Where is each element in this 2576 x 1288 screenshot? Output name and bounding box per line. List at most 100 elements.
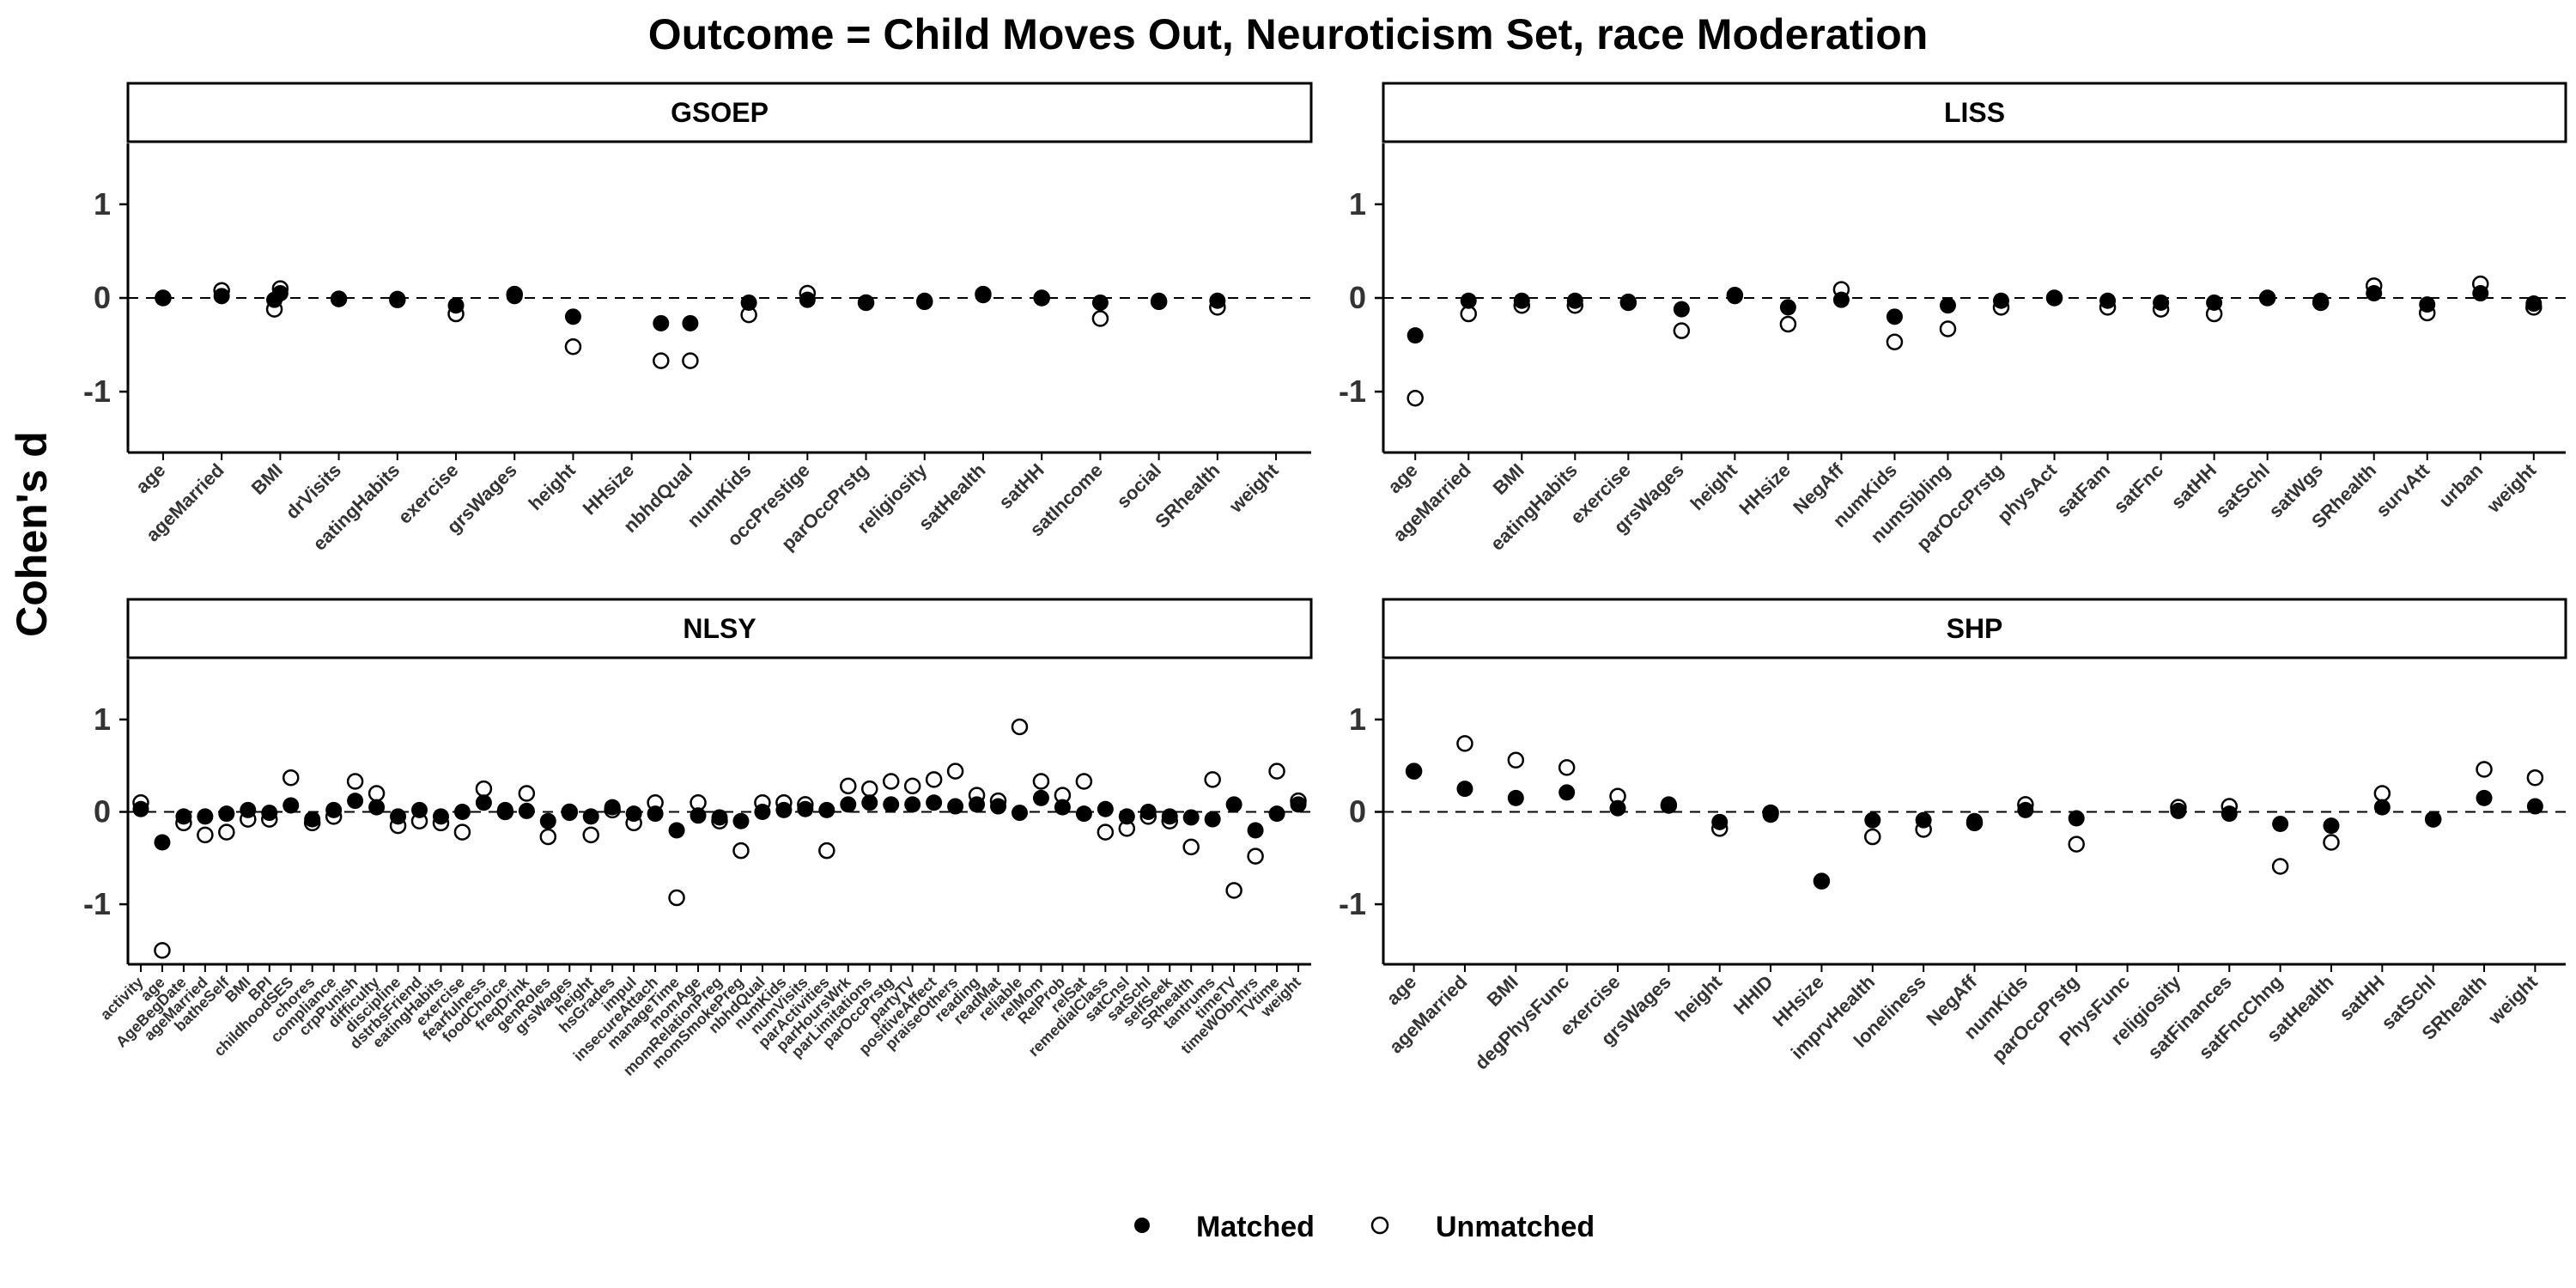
point-unmatched-remedialclass bbox=[1097, 823, 1115, 841]
point-unmatched-degphysfunc bbox=[1558, 759, 1576, 776]
point-matched-degphysfunc bbox=[1558, 784, 1576, 801]
point-unmatched-weight bbox=[2526, 769, 2544, 787]
point-matched-height bbox=[582, 808, 599, 825]
point-unmatched-momsmokepreg bbox=[732, 841, 750, 860]
point-matched-genroles bbox=[539, 812, 556, 829]
point-unmatched-parhourswrk bbox=[840, 777, 857, 795]
point-unmatched-difficulty bbox=[368, 785, 386, 802]
point-matched-religiosity bbox=[2170, 802, 2187, 819]
point-matched-grswages bbox=[1673, 301, 1690, 318]
facet-strip bbox=[1382, 598, 2567, 659]
y-tick-label: -1 bbox=[83, 374, 111, 409]
point-matched-satschl bbox=[1139, 804, 1157, 820]
x-tick-label-height: height bbox=[1686, 459, 1742, 514]
x-tick-label-bmi: BMI bbox=[1483, 971, 1522, 1011]
point-matched-impul bbox=[625, 805, 642, 823]
point-unmatched-age bbox=[1406, 389, 1424, 407]
y-tick-label: 0 bbox=[1349, 794, 1366, 829]
x-tick-label-weight: weight bbox=[2483, 970, 2542, 1029]
point-matched-paroccprstg bbox=[858, 294, 875, 311]
y-tick-label: 0 bbox=[94, 280, 111, 315]
point-matched-srhealth bbox=[2366, 285, 2383, 302]
point-matched-numkids bbox=[2017, 801, 2034, 818]
point-matched-sathealth bbox=[975, 287, 992, 304]
point-unmatched-agemarried bbox=[1456, 735, 1473, 752]
point-matched-numkids bbox=[1886, 308, 1903, 325]
point-matched-agemarried bbox=[1460, 292, 1477, 309]
point-matched-batheself bbox=[218, 805, 235, 823]
x-tick-label-urban: urban bbox=[2434, 459, 2487, 512]
point-unmatched-managetime bbox=[668, 889, 685, 907]
point-matched-imprvhealth bbox=[1864, 811, 1881, 829]
facet-strip bbox=[126, 82, 1313, 143]
point-matched-sathh bbox=[2373, 799, 2391, 816]
point-unmatched-satincome bbox=[1091, 310, 1109, 327]
facet-strip bbox=[126, 598, 1313, 659]
point-matched-satfinances bbox=[2221, 805, 2238, 823]
point-matched-sathealth bbox=[2323, 817, 2340, 835]
x-tick-label-bmi: BMI bbox=[1489, 459, 1528, 499]
point-matched-negaff bbox=[1832, 291, 1850, 308]
point-matched-parhourswrk bbox=[840, 796, 857, 813]
point-matched-numsibling bbox=[1939, 297, 1956, 314]
x-tick-label-age: age bbox=[131, 459, 169, 497]
point-matched-sathh bbox=[1033, 289, 1050, 307]
y-tick-label: 1 bbox=[94, 702, 111, 737]
x-tick-label-weight: weight bbox=[2482, 459, 2541, 517]
y-tick-label: -1 bbox=[83, 886, 111, 921]
point-matched-difficulty bbox=[368, 799, 386, 816]
point-matched-srhealth bbox=[1209, 292, 1226, 309]
x-tick-label-sathh: satHH bbox=[994, 459, 1048, 513]
point-matched-partytv bbox=[904, 796, 921, 813]
x-tick-label-hhsize: HHsize bbox=[579, 459, 639, 519]
point-matched-bmi bbox=[1513, 292, 1530, 309]
point-matched-satfnc bbox=[2153, 294, 2170, 311]
point-matched-crppunish bbox=[347, 793, 364, 810]
point-unmatched-age bbox=[154, 942, 171, 959]
y-tick-label: -1 bbox=[1339, 374, 1366, 409]
point-matched-nbhdqual bbox=[754, 804, 771, 820]
point-unmatched-imprvhealth bbox=[1864, 828, 1881, 846]
point-matched-bmi bbox=[271, 285, 289, 302]
point-unmatched-srhealth bbox=[2476, 761, 2493, 778]
point-matched-relprob bbox=[1054, 799, 1071, 816]
point-matched-urban bbox=[2472, 285, 2489, 302]
point-matched-momsmokepreg bbox=[732, 812, 750, 829]
point-matched-height bbox=[1726, 288, 1743, 305]
y-tick-label: -1 bbox=[1339, 886, 1366, 921]
chart-title: Outcome = Child Moves Out, Neuroticism S… bbox=[648, 10, 1929, 58]
point-unmatched-agemarried bbox=[197, 826, 214, 844]
point-matched-hhsize bbox=[1813, 872, 1830, 890]
point-matched-satfncchng bbox=[2272, 815, 2289, 832]
point-unmatched-nbhdqual bbox=[682, 352, 699, 369]
point-matched-physact bbox=[2046, 289, 2063, 307]
x-tick-label-height: height bbox=[1671, 970, 1727, 1026]
point-unmatched-childhoodses bbox=[282, 769, 300, 787]
point-matched-survatt bbox=[2419, 296, 2436, 313]
point-unmatched-tantrums bbox=[1204, 771, 1221, 788]
point-unmatched-numsibling bbox=[1939, 320, 1957, 337]
point-matched-srhealth bbox=[2476, 789, 2493, 806]
point-matched-grswages bbox=[506, 288, 523, 305]
point-matched-positiveaffect bbox=[926, 794, 943, 811]
point-unmatched-tvtime bbox=[1268, 762, 1285, 780]
point-matched-height bbox=[564, 308, 581, 325]
x-tick-label-height: height bbox=[525, 459, 580, 514]
point-matched-agebegdate bbox=[175, 808, 192, 825]
point-unmatched-paractivities bbox=[818, 841, 835, 860]
x-tick-label-age: age bbox=[1382, 971, 1420, 1009]
point-unmatched-genroles bbox=[539, 828, 557, 846]
point-matched-grswages bbox=[1660, 796, 1677, 813]
point-unmatched-reliable bbox=[1011, 718, 1029, 736]
point-matched-nbhdqual bbox=[653, 314, 670, 331]
y-tick-label: 1 bbox=[94, 186, 111, 222]
point-matched-grswages bbox=[561, 805, 578, 822]
point-matched-agemarried bbox=[213, 288, 230, 305]
point-matched-exercise bbox=[1619, 293, 1637, 310]
point-matched-eatinghabits bbox=[389, 290, 406, 307]
y-tick-label: 0 bbox=[94, 794, 111, 829]
point-matched-paroccprstg bbox=[883, 796, 900, 813]
